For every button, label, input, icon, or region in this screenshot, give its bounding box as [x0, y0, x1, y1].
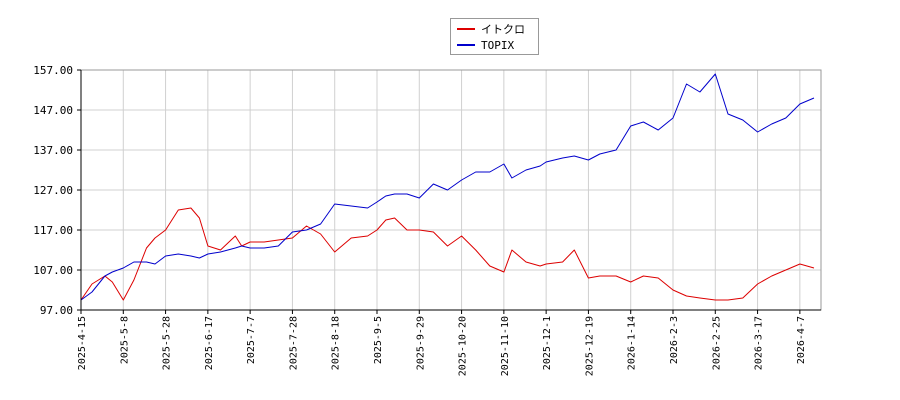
x-tick-label-5: 2025-7-28: [288, 316, 299, 370]
legend-item-topix: TOPIX: [457, 37, 514, 53]
x-tick-label-10: 2025-11-10: [500, 316, 511, 376]
x-tick-label-7: 2025-9-5: [373, 316, 384, 364]
legend-swatch-topix: [457, 44, 475, 46]
y-tick-label-4: 137.00: [33, 144, 73, 157]
y-tick-label-6: 157.00: [33, 64, 73, 77]
legend-item-itokuro: イトクロ: [457, 21, 525, 37]
x-tick-label-12: 2025-12-19: [584, 316, 595, 376]
x-tick-label-16: 2026-3-17: [754, 316, 765, 370]
x-tick-label-3: 2025-6-17: [204, 316, 215, 370]
x-tick-label-13: 2026-1-14: [627, 316, 638, 370]
x-tick-labels: 2025-4-15 2025-5-8 2025-5-28 2025-6-17 2025-…: [77, 310, 807, 376]
legend: イトクロ TOPIX: [450, 18, 539, 55]
y-tick-labels: 97.00 107.00 117.00 127.00 137.00 147.00 157.0…: [33, 64, 81, 317]
y-tick-label-5: 147.00: [33, 104, 73, 117]
y-tick-label-2: 117.00: [33, 224, 73, 237]
legend-swatch-itokuro: [457, 28, 475, 30]
x-tick-label-1: 2025-5-8: [119, 316, 130, 364]
y-tick-label-3: 127.00: [33, 184, 73, 197]
x-tick-label-8: 2025-9-29: [415, 316, 426, 370]
y-tick-label-0: 97.00: [40, 304, 73, 317]
x-tick-label-15: 2026-2-25: [711, 316, 722, 370]
x-tick-label-17: 2026-4-7: [796, 316, 807, 364]
x-tick-label-14: 2026-2-3: [669, 316, 680, 364]
x-tick-label-2: 2025-5-28: [162, 316, 173, 370]
x-tick-label-9: 2025-10-20: [458, 316, 469, 376]
x-tick-label-6: 2025-8-18: [331, 316, 342, 370]
series-lines: [80, 73, 815, 301]
x-tick-label-4: 2025-7-7: [246, 316, 257, 364]
x-tick-label-11: 2025-12-1: [542, 316, 553, 370]
series-line-topix: [80, 73, 815, 301]
legend-label-topix: TOPIX: [481, 38, 515, 52]
series-line-itokuro: [80, 207, 815, 301]
legend-label-itokuro: イトクロ: [481, 23, 525, 36]
grid: [80, 69, 821, 311]
x-tick-label-0: 2025-4-15: [77, 316, 88, 370]
y-tick-label-1: 107.00: [33, 264, 73, 277]
